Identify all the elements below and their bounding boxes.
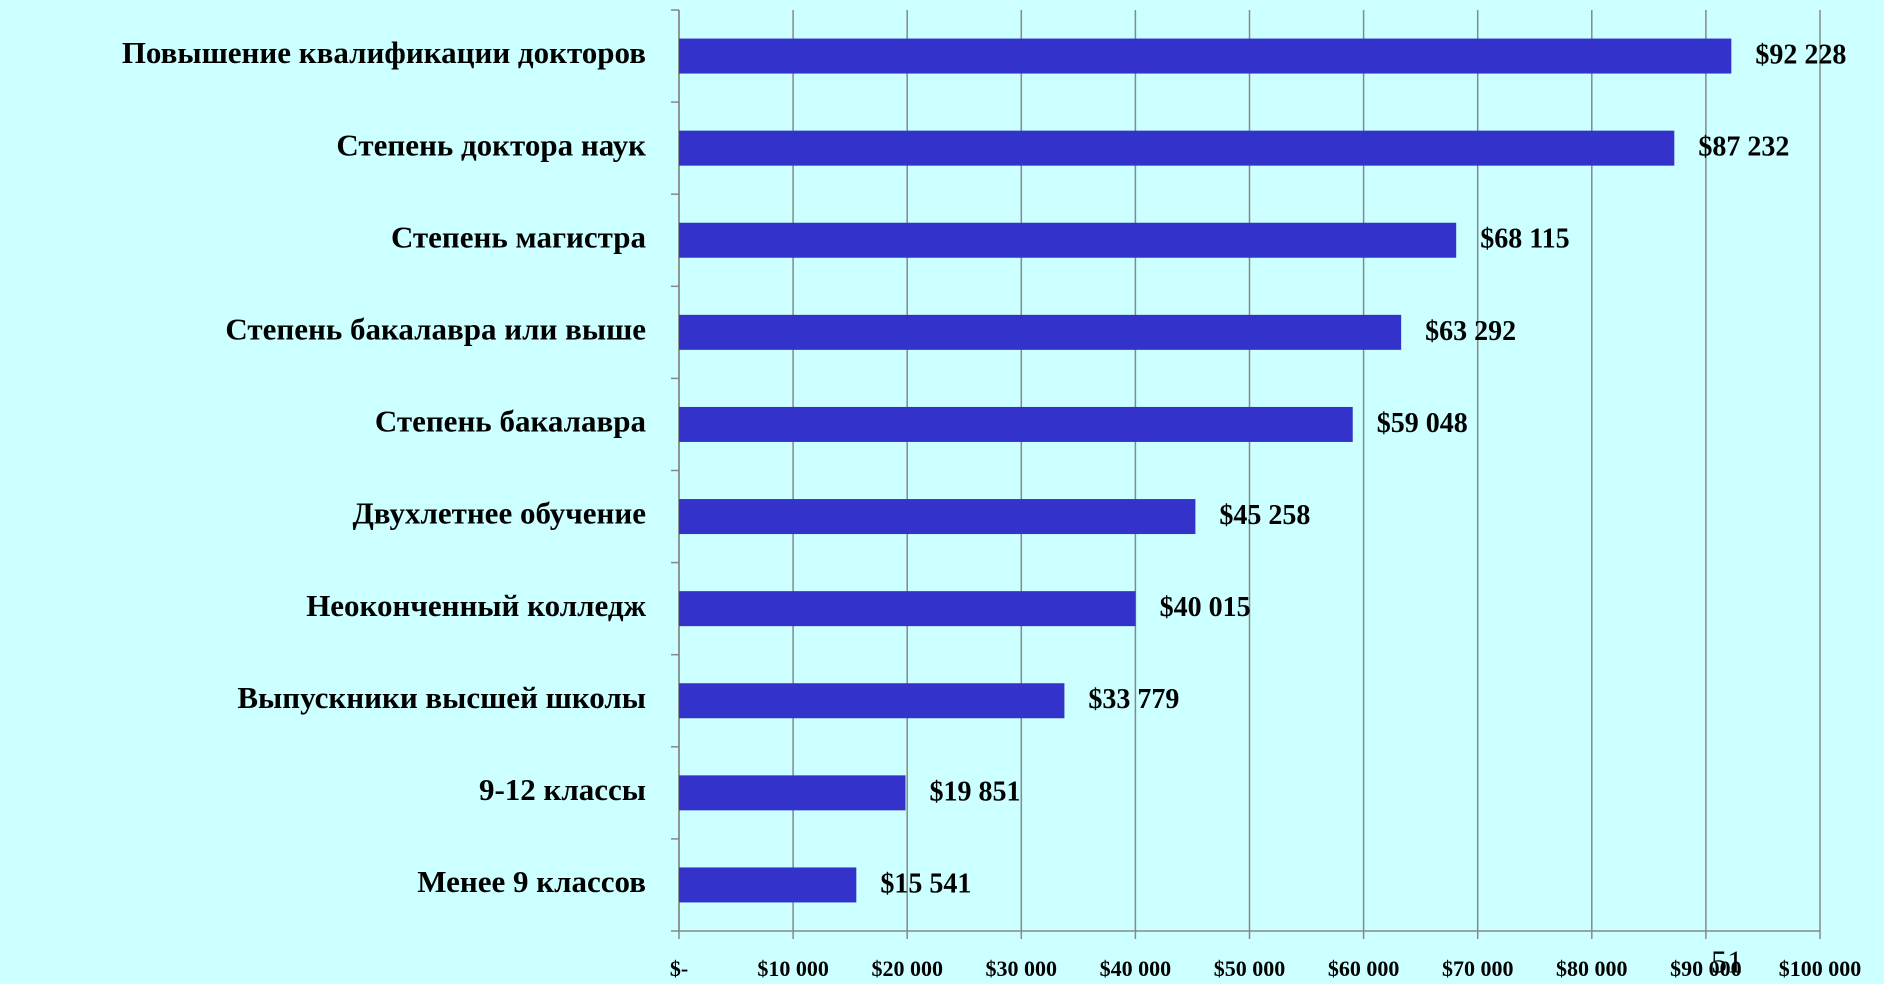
category-label: Менее 9 классов: [417, 864, 646, 899]
category-label: Степень магистра: [391, 219, 647, 254]
bar: [679, 683, 1065, 719]
value-label: $68 115: [1480, 224, 1569, 255]
category-label: Повышение квалификации докторов: [122, 35, 646, 70]
x-tick-label: $50 000: [1214, 956, 1286, 981]
value-label: $63 292: [1425, 316, 1516, 347]
bar: [679, 775, 906, 811]
category-label: Выпускники высшей школы: [237, 680, 646, 715]
bar: [679, 130, 1675, 166]
x-tick-label: $-: [670, 956, 688, 981]
category-label: Степень доктора наук: [336, 127, 646, 162]
bar: [679, 406, 1353, 442]
bar: [679, 591, 1136, 627]
x-tick-label: $30 000: [986, 956, 1058, 981]
value-label: $92 228: [1755, 39, 1846, 70]
bar: [679, 867, 857, 903]
bar: [679, 222, 1457, 258]
category-label: Неоконченный колледж: [306, 588, 646, 623]
x-tick-label: $90 000: [1670, 956, 1742, 981]
x-tick-label: $10 000: [757, 956, 829, 981]
x-tick-label: $100 000: [1779, 956, 1862, 981]
x-tick-label: $60 000: [1328, 956, 1400, 981]
value-label: $59 048: [1377, 408, 1468, 439]
value-label: $15 541: [880, 868, 971, 899]
x-tick-label: $20 000: [871, 956, 943, 981]
category-label: 9-12 классы: [479, 772, 646, 807]
category-label: Двухлетнее обучение: [352, 496, 646, 531]
page-number: 51: [1711, 943, 1743, 979]
category-label: Степень бакалавра или выше: [225, 311, 646, 346]
value-label: $87 232: [1698, 132, 1789, 163]
x-tick-label: $70 000: [1442, 956, 1514, 981]
x-tick-label: $40 000: [1100, 956, 1172, 981]
bar: [679, 38, 1732, 74]
bar: [679, 314, 1402, 350]
bar: [679, 499, 1196, 535]
x-tick-label: $80 000: [1556, 956, 1628, 981]
value-label: $45 258: [1219, 500, 1310, 531]
value-label: $33 779: [1088, 684, 1179, 715]
value-label: $40 015: [1160, 592, 1251, 623]
category-label: Степень бакалавра: [375, 404, 647, 439]
value-label: $19 851: [929, 776, 1020, 807]
